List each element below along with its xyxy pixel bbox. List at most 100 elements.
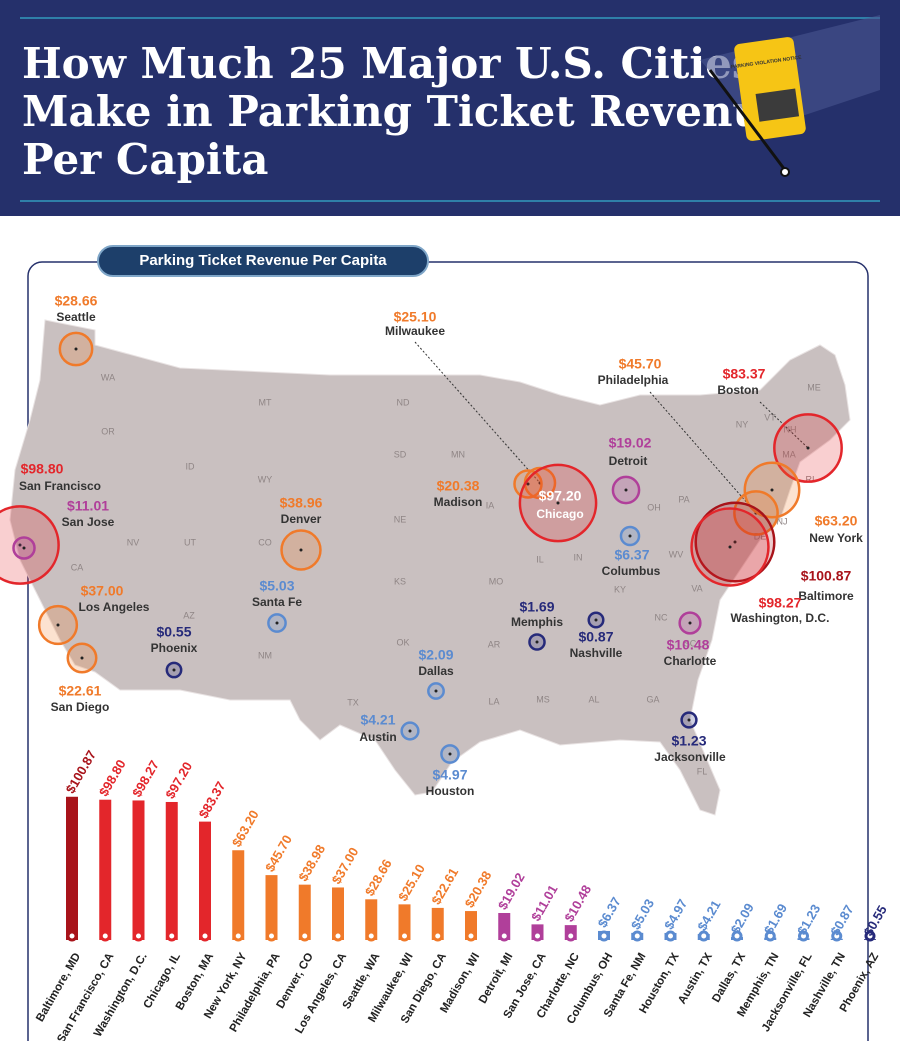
bubble-center [687,718,691,722]
state-label: CO [258,537,272,547]
bubble-center [628,534,632,538]
bar [165,801,178,940]
leader-line [649,391,757,514]
bar-category-label: Austin, TX [676,951,715,1007]
bubble-value-label: $63.20 [815,513,858,529]
city-label: Santa Fe [252,595,302,609]
bubble-value-label: $0.87 [578,629,613,645]
bubble-value-label: $25.10 [394,309,437,325]
bubble-center [594,618,598,622]
bar-category-label: Detroit, MI [477,951,516,1006]
bar-value-label: $11.01 [528,882,561,923]
state-label: IA [486,500,495,510]
state-label: WV [669,549,684,559]
city-label: Jacksonville [654,750,726,764]
state-label: KY [614,584,626,594]
city-label: Boston [717,383,758,397]
bubble-center [408,729,412,733]
bar-dot [133,930,144,942]
bar-value-label: $83.37 [196,779,229,821]
bubble-value-label: $11.01 [67,498,109,514]
state-label: TX [347,697,359,707]
city-label: Memphis [511,615,563,629]
bar [265,875,278,940]
title-line: Make in Parking Ticket Revenue [22,87,790,136]
city-label: Detroit [609,454,648,468]
bar-value-label: $37.00 [329,845,362,887]
state-label: NE [394,514,407,524]
bubble-center [299,548,303,552]
bar-value-label: $2.09 [728,901,757,937]
title-line: How Much 25 Major U.S. Cities [22,39,756,88]
bar-value-label: $28.66 [362,857,395,899]
city-label: Nashville [570,646,623,660]
bar-value-label: $20.38 [462,868,495,910]
bubble-value-label: $100.87 [801,568,852,584]
city-label: Denver [281,512,322,526]
city-label: Philadelphia [598,373,669,387]
bar [66,796,78,940]
bubble-value-label: $37.00 [81,583,124,599]
state-label: MS [536,694,550,704]
map-title-pill [97,245,429,277]
bar-dot [66,930,78,942]
bar-value-label: $4.21 [694,898,723,934]
ticket-icon: PARKING VIOLATION NOTICE [700,15,880,177]
bar [365,899,378,940]
bar [132,800,145,940]
bar-dot [532,930,543,942]
state-label: UT [184,537,196,547]
state-label: GA [646,694,659,704]
bar-dot [299,930,311,942]
city-label: Madison [434,495,483,509]
bar-dot [266,930,277,942]
bar-dot [665,930,676,942]
bar [298,884,311,940]
state-label: NY [736,419,749,429]
city-label: Milwaukee [385,324,445,338]
state-label: MN [451,449,465,459]
bar-value-label: $10.48 [561,882,594,924]
state-label: OR [101,426,115,436]
city-label: San Diego [51,700,110,714]
bubble-center [275,621,279,625]
bar-value-label: $97.20 [162,759,195,801]
state-label: MO [489,576,504,586]
bubble-value-label: $45.70 [619,356,662,372]
city-label: Austin [359,730,396,744]
bar-value-label: $6.37 [595,894,624,930]
bar-dot [764,930,776,942]
state-label: IN [574,552,583,562]
bar-category-label: Dallas, TX [710,951,748,1005]
bubble-value-label: $22.61 [59,683,102,699]
bar-value-label: $0.55 [861,903,890,939]
city-label: San Francisco [19,479,101,493]
bubble-value-label: $98.27 [759,595,802,611]
bar [332,887,344,940]
bubble-value-label: $1.69 [519,599,554,615]
bar-value-label: $63.20 [229,808,262,850]
bar-dot [731,930,743,942]
bubble-value-label: $97.20 [539,488,582,504]
bar-value-label: $19.02 [495,870,528,912]
state-label: CA [71,562,84,572]
title-line: Per Capita [22,135,269,184]
state-label: OK [396,637,409,647]
bar-dot [831,930,843,942]
bar-dot [698,930,710,942]
bubble-value-label: $83.37 [723,366,766,382]
bubble-value-label: $6.37 [614,547,649,563]
bar-value-label: $22.61 [428,865,461,907]
bubble-center [22,546,26,550]
city-label: San Jose [62,515,115,529]
panel-frame [27,261,869,1041]
city-label: Charlotte [664,654,717,668]
city-label: Washington, D.C. [731,611,830,625]
bubble-center [688,621,692,625]
bar-dot [232,930,244,942]
map-title: Parking Ticket Revenue Per Capita [139,252,387,269]
bar [99,799,112,940]
state-label: IL [536,554,544,564]
bar-value-label: $100.87 [63,748,99,796]
